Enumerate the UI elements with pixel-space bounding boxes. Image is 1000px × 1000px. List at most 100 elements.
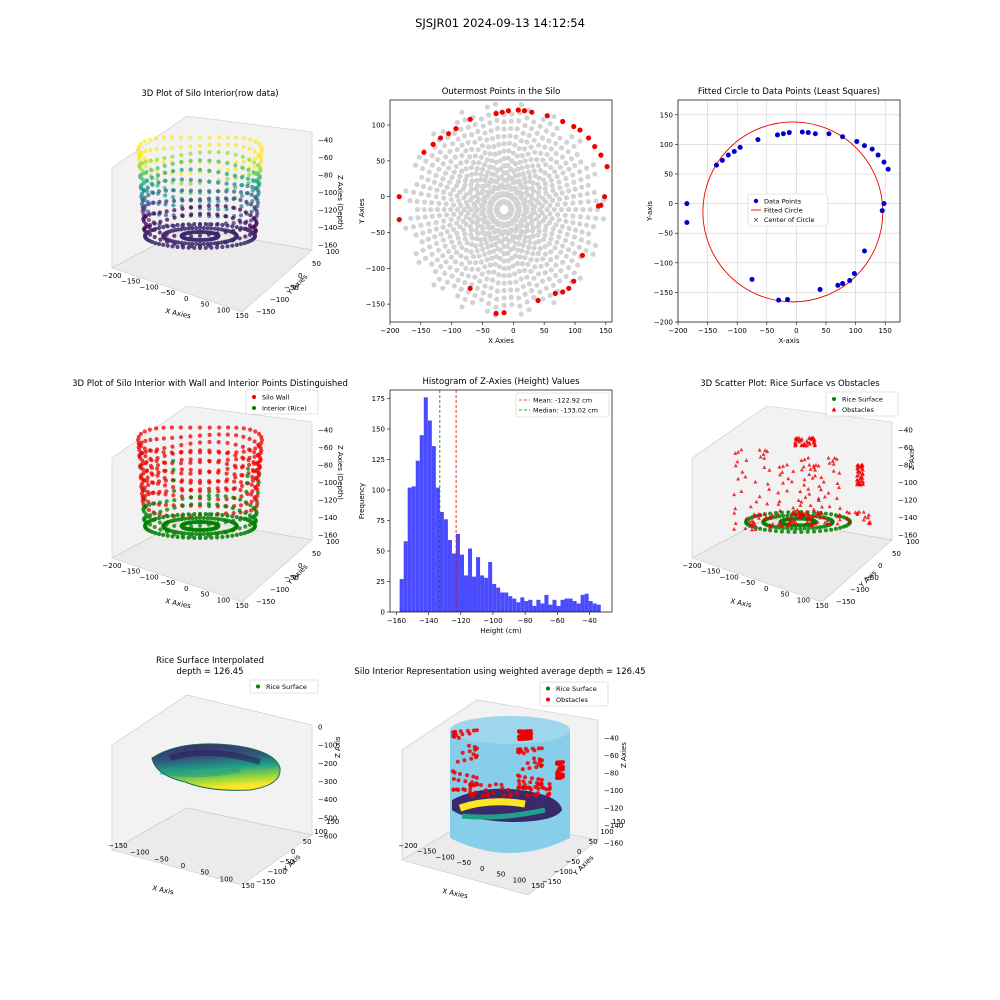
x-axis-label: Height (cm) [480, 627, 522, 635]
obstacle-point [499, 782, 504, 787]
z-tick-label: −140 [898, 514, 917, 522]
x-tick-label: 0 [511, 327, 515, 335]
rice-point [773, 511, 778, 515]
interior-point [403, 225, 409, 231]
cloud-point [234, 143, 239, 148]
rice-point [758, 526, 763, 531]
floor-point [176, 227, 181, 232]
interior-point [585, 199, 591, 205]
interior-point [416, 154, 423, 160]
interior-point [473, 170, 479, 177]
legend: Rice Surface [249, 679, 319, 694]
floor-point [161, 242, 166, 247]
data-point [875, 152, 881, 158]
cloud-point [231, 511, 236, 516]
cloud-point [197, 440, 203, 445]
obstacle-point [544, 787, 549, 792]
floor-point [203, 512, 208, 517]
z-tick-label: −120 [898, 497, 917, 505]
cloud-point [247, 172, 252, 177]
cloud-point [215, 502, 220, 507]
interior-point [505, 250, 511, 257]
interior-point [469, 266, 475, 272]
panel-3d-raw: 3D Plot of Silo Interior(row data) −200−… [102, 89, 344, 320]
interior-point [508, 125, 514, 132]
obstacle-point [859, 462, 864, 467]
x-tick-label: −50 [740, 579, 755, 587]
interior-point [514, 153, 521, 159]
floor-point [176, 517, 181, 522]
cloud-point [157, 500, 162, 505]
cloud-point [223, 204, 228, 209]
z-tick-label: −60 [898, 444, 913, 452]
interior-point [416, 259, 422, 266]
interior-point [467, 259, 473, 266]
floor-point [242, 241, 247, 246]
y-tick-label: −50 [279, 858, 294, 866]
interior-point [456, 215, 462, 221]
cloud-point [143, 148, 148, 154]
histogram-bar [492, 583, 497, 612]
cloud-point [225, 161, 230, 166]
interior-point [530, 233, 536, 239]
obstacle-point [458, 729, 463, 734]
cloud-point [241, 449, 246, 454]
cloud-point [172, 208, 177, 213]
cloud-point [197, 150, 203, 155]
cloud-point [247, 447, 252, 452]
cloud-point [143, 493, 148, 498]
floor-point [194, 515, 199, 521]
interior-point [464, 240, 470, 246]
obstacle-point [818, 515, 822, 520]
panel-title: Rice Surface Interpolated [156, 656, 264, 666]
cloud-point [164, 199, 169, 204]
cloud-point [249, 218, 254, 223]
interior-point [546, 138, 552, 144]
interior-point [566, 188, 572, 194]
svg-text:×: × [753, 216, 759, 224]
data-point [805, 130, 811, 136]
obstacle-point [465, 773, 469, 778]
interior-point [432, 234, 438, 240]
interior-point [468, 164, 474, 171]
interior-point [489, 136, 496, 142]
cloud-point [179, 177, 184, 182]
outer-point [453, 126, 459, 132]
cloud-point [188, 188, 193, 193]
interior-point [438, 264, 444, 270]
obstacle-point [516, 773, 520, 778]
obstacle-point [493, 782, 498, 787]
interior-point [501, 155, 507, 161]
x-tick-label: −200 [682, 562, 701, 570]
cloud-point [216, 497, 221, 502]
cloud-point [188, 144, 193, 149]
cloud-point [216, 449, 221, 454]
obstacle-point [847, 519, 852, 524]
interior-point [528, 193, 535, 199]
outer-points [396, 107, 610, 317]
obstacle-point [803, 495, 808, 499]
interior-point [441, 195, 447, 201]
interior-point [571, 270, 577, 276]
floor-point [201, 241, 206, 247]
obstacle-point [825, 520, 830, 525]
interior-point [547, 211, 553, 217]
interior-point [463, 214, 469, 220]
obstacle-point [516, 778, 521, 783]
interior-point [431, 131, 437, 137]
cloud-point [146, 482, 151, 488]
obstacle-point [530, 776, 534, 781]
interior-point [501, 148, 507, 154]
obstacle-point [778, 522, 783, 527]
obstacle-point [855, 463, 860, 468]
obstacle-point [791, 469, 796, 473]
floor-point [225, 244, 230, 249]
cloud-point [164, 209, 169, 214]
cloud-point [207, 206, 212, 212]
interior-point [487, 151, 493, 157]
interior-point [478, 259, 484, 265]
obstacle-point [835, 514, 840, 519]
obstacle-point [863, 514, 868, 519]
interior-point [540, 177, 546, 183]
interior-point [554, 239, 560, 245]
